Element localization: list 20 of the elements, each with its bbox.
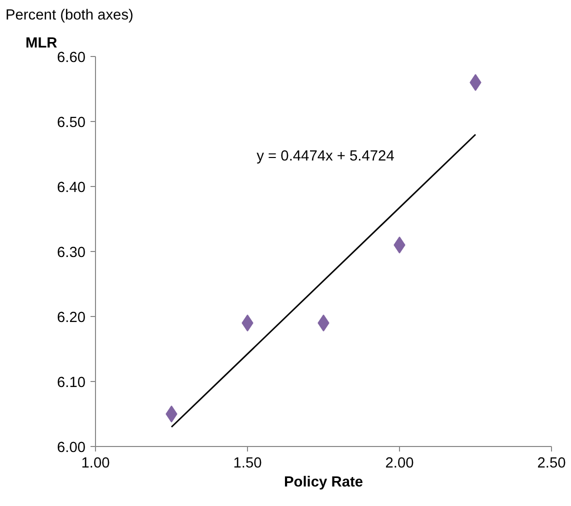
x-tick-label: 2.50: [537, 456, 566, 472]
y-tick-label: 6.30: [56, 245, 86, 261]
x-axis-title: Policy Rate: [284, 474, 364, 490]
chart-title: Percent (both axes): [6, 8, 134, 24]
y-tick-label: 6.00: [56, 440, 86, 456]
point: [318, 314, 330, 332]
y-tick-label: 6.60: [56, 50, 86, 66]
y-axis-title: MLR: [26, 36, 58, 52]
x-tick-label: 2.00: [385, 456, 414, 472]
y-tick-label: 6.10: [56, 375, 86, 391]
y-tick-label: 6.20: [56, 310, 86, 326]
y-tick-label: 6.50: [56, 115, 86, 131]
point: [394, 236, 406, 254]
y-tick-label: 6.40: [56, 180, 86, 196]
point: [470, 74, 482, 91]
x-tick-label: 1.00: [81, 456, 110, 472]
x-tick-label: 1.50: [233, 456, 262, 472]
point: [166, 406, 178, 422]
point: [242, 314, 254, 332]
annotation: y = 0.4474x + 5.4724: [256, 148, 394, 164]
